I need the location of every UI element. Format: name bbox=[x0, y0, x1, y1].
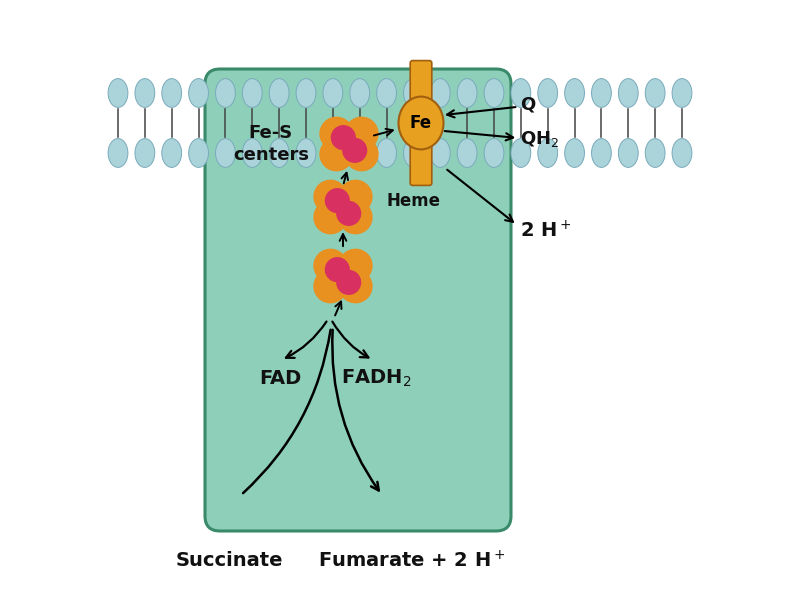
Circle shape bbox=[314, 250, 347, 282]
Ellipse shape bbox=[377, 139, 397, 167]
Ellipse shape bbox=[591, 139, 611, 167]
Circle shape bbox=[320, 138, 353, 170]
Ellipse shape bbox=[398, 97, 443, 149]
Ellipse shape bbox=[484, 139, 504, 167]
Text: Succinate: Succinate bbox=[175, 551, 282, 571]
Circle shape bbox=[314, 201, 347, 233]
Ellipse shape bbox=[618, 79, 638, 107]
Text: Fe-S
centers: Fe-S centers bbox=[233, 124, 309, 164]
Ellipse shape bbox=[403, 139, 423, 167]
Ellipse shape bbox=[189, 79, 209, 107]
Circle shape bbox=[326, 189, 349, 212]
Ellipse shape bbox=[565, 79, 585, 107]
Circle shape bbox=[339, 270, 372, 302]
Ellipse shape bbox=[672, 79, 692, 107]
Ellipse shape bbox=[646, 79, 665, 107]
Circle shape bbox=[339, 250, 372, 282]
Ellipse shape bbox=[591, 79, 611, 107]
Ellipse shape bbox=[296, 79, 316, 107]
Ellipse shape bbox=[430, 139, 450, 167]
Ellipse shape bbox=[189, 139, 209, 167]
Text: 2 H$^+$: 2 H$^+$ bbox=[520, 220, 571, 242]
Ellipse shape bbox=[538, 79, 558, 107]
FancyBboxPatch shape bbox=[410, 144, 432, 185]
Ellipse shape bbox=[403, 79, 423, 107]
Ellipse shape bbox=[538, 139, 558, 167]
Ellipse shape bbox=[323, 139, 342, 167]
Ellipse shape bbox=[377, 79, 397, 107]
Ellipse shape bbox=[484, 79, 504, 107]
Circle shape bbox=[339, 181, 372, 213]
Ellipse shape bbox=[458, 79, 477, 107]
Circle shape bbox=[331, 126, 355, 149]
Ellipse shape bbox=[672, 139, 692, 167]
Circle shape bbox=[345, 118, 378, 150]
Ellipse shape bbox=[242, 139, 262, 167]
FancyBboxPatch shape bbox=[205, 69, 511, 531]
Ellipse shape bbox=[215, 139, 235, 167]
Ellipse shape bbox=[511, 79, 530, 107]
Text: Fumarate + 2 H$^+$: Fumarate + 2 H$^+$ bbox=[318, 550, 506, 572]
Ellipse shape bbox=[162, 79, 182, 107]
Ellipse shape bbox=[108, 139, 128, 167]
Ellipse shape bbox=[565, 139, 585, 167]
Text: FAD: FAD bbox=[259, 368, 301, 388]
FancyBboxPatch shape bbox=[410, 61, 432, 102]
Ellipse shape bbox=[511, 139, 530, 167]
Ellipse shape bbox=[242, 79, 262, 107]
Ellipse shape bbox=[350, 79, 370, 107]
Ellipse shape bbox=[458, 139, 477, 167]
Ellipse shape bbox=[135, 139, 154, 167]
Ellipse shape bbox=[296, 139, 316, 167]
Ellipse shape bbox=[646, 139, 665, 167]
Ellipse shape bbox=[108, 79, 128, 107]
Circle shape bbox=[339, 201, 372, 233]
Ellipse shape bbox=[323, 79, 342, 107]
Circle shape bbox=[314, 181, 347, 213]
Circle shape bbox=[345, 138, 378, 170]
Ellipse shape bbox=[270, 139, 289, 167]
Text: Q: Q bbox=[520, 96, 535, 114]
Ellipse shape bbox=[270, 79, 289, 107]
Ellipse shape bbox=[430, 79, 450, 107]
Ellipse shape bbox=[135, 79, 154, 107]
Circle shape bbox=[314, 270, 347, 302]
Text: FADH$_2$: FADH$_2$ bbox=[341, 367, 411, 389]
Text: QH$_2$: QH$_2$ bbox=[520, 129, 559, 149]
Ellipse shape bbox=[618, 139, 638, 167]
Ellipse shape bbox=[215, 79, 235, 107]
Text: Fe: Fe bbox=[410, 114, 432, 132]
Circle shape bbox=[320, 118, 353, 150]
Circle shape bbox=[326, 258, 349, 281]
Circle shape bbox=[337, 271, 361, 294]
Ellipse shape bbox=[162, 139, 182, 167]
Text: Heme: Heme bbox=[387, 192, 441, 210]
Circle shape bbox=[343, 139, 366, 162]
Circle shape bbox=[337, 202, 361, 225]
Ellipse shape bbox=[350, 139, 370, 167]
